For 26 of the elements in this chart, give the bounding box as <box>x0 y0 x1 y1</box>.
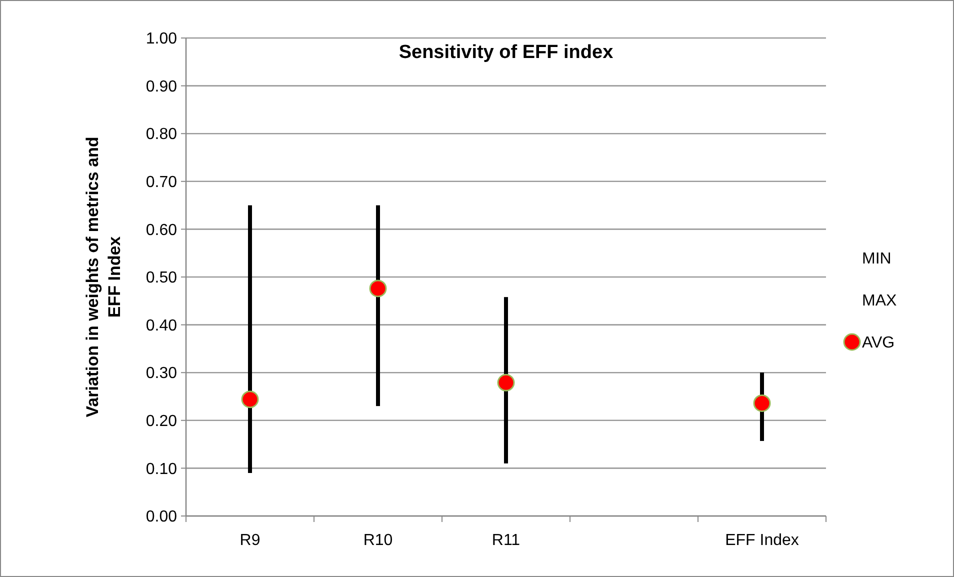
chart-title: Sensitivity of EFF index <box>398 42 614 63</box>
y-tick-label: 0.10 <box>146 460 178 478</box>
y-tick-label: 0.80 <box>146 126 178 144</box>
x-tick-label: EFF Index <box>725 532 799 549</box>
x-tick-label: R10 <box>363 532 393 549</box>
point <box>241 390 259 408</box>
y-tick-label: 0.60 <box>146 222 178 239</box>
point <box>497 374 515 392</box>
text: MIN <box>862 250 892 268</box>
y-tick-label: 0.40 <box>146 317 178 334</box>
legend-label: AVG <box>862 334 895 352</box>
point <box>369 280 387 298</box>
y-axis-title: Variation in weights of metrics and EFF Index <box>83 136 124 418</box>
bar <box>376 205 380 406</box>
bar <box>248 205 252 473</box>
x-tick-label: R11 <box>492 532 520 549</box>
y-tick-label: 0.90 <box>146 78 178 96</box>
x-tick-label: R9 <box>240 532 260 549</box>
point <box>753 394 771 412</box>
text: MAX <box>862 292 897 310</box>
y-tick-label: 1.00 <box>146 30 178 48</box>
y-tick-label: 0.70 <box>146 174 178 191</box>
y-tick-label: 0.50 <box>146 270 178 287</box>
y-tick-label: 0.00 <box>146 508 178 526</box>
y-tick-label: 0.30 <box>146 365 178 382</box>
y-tick-label: 0.20 <box>146 413 178 430</box>
